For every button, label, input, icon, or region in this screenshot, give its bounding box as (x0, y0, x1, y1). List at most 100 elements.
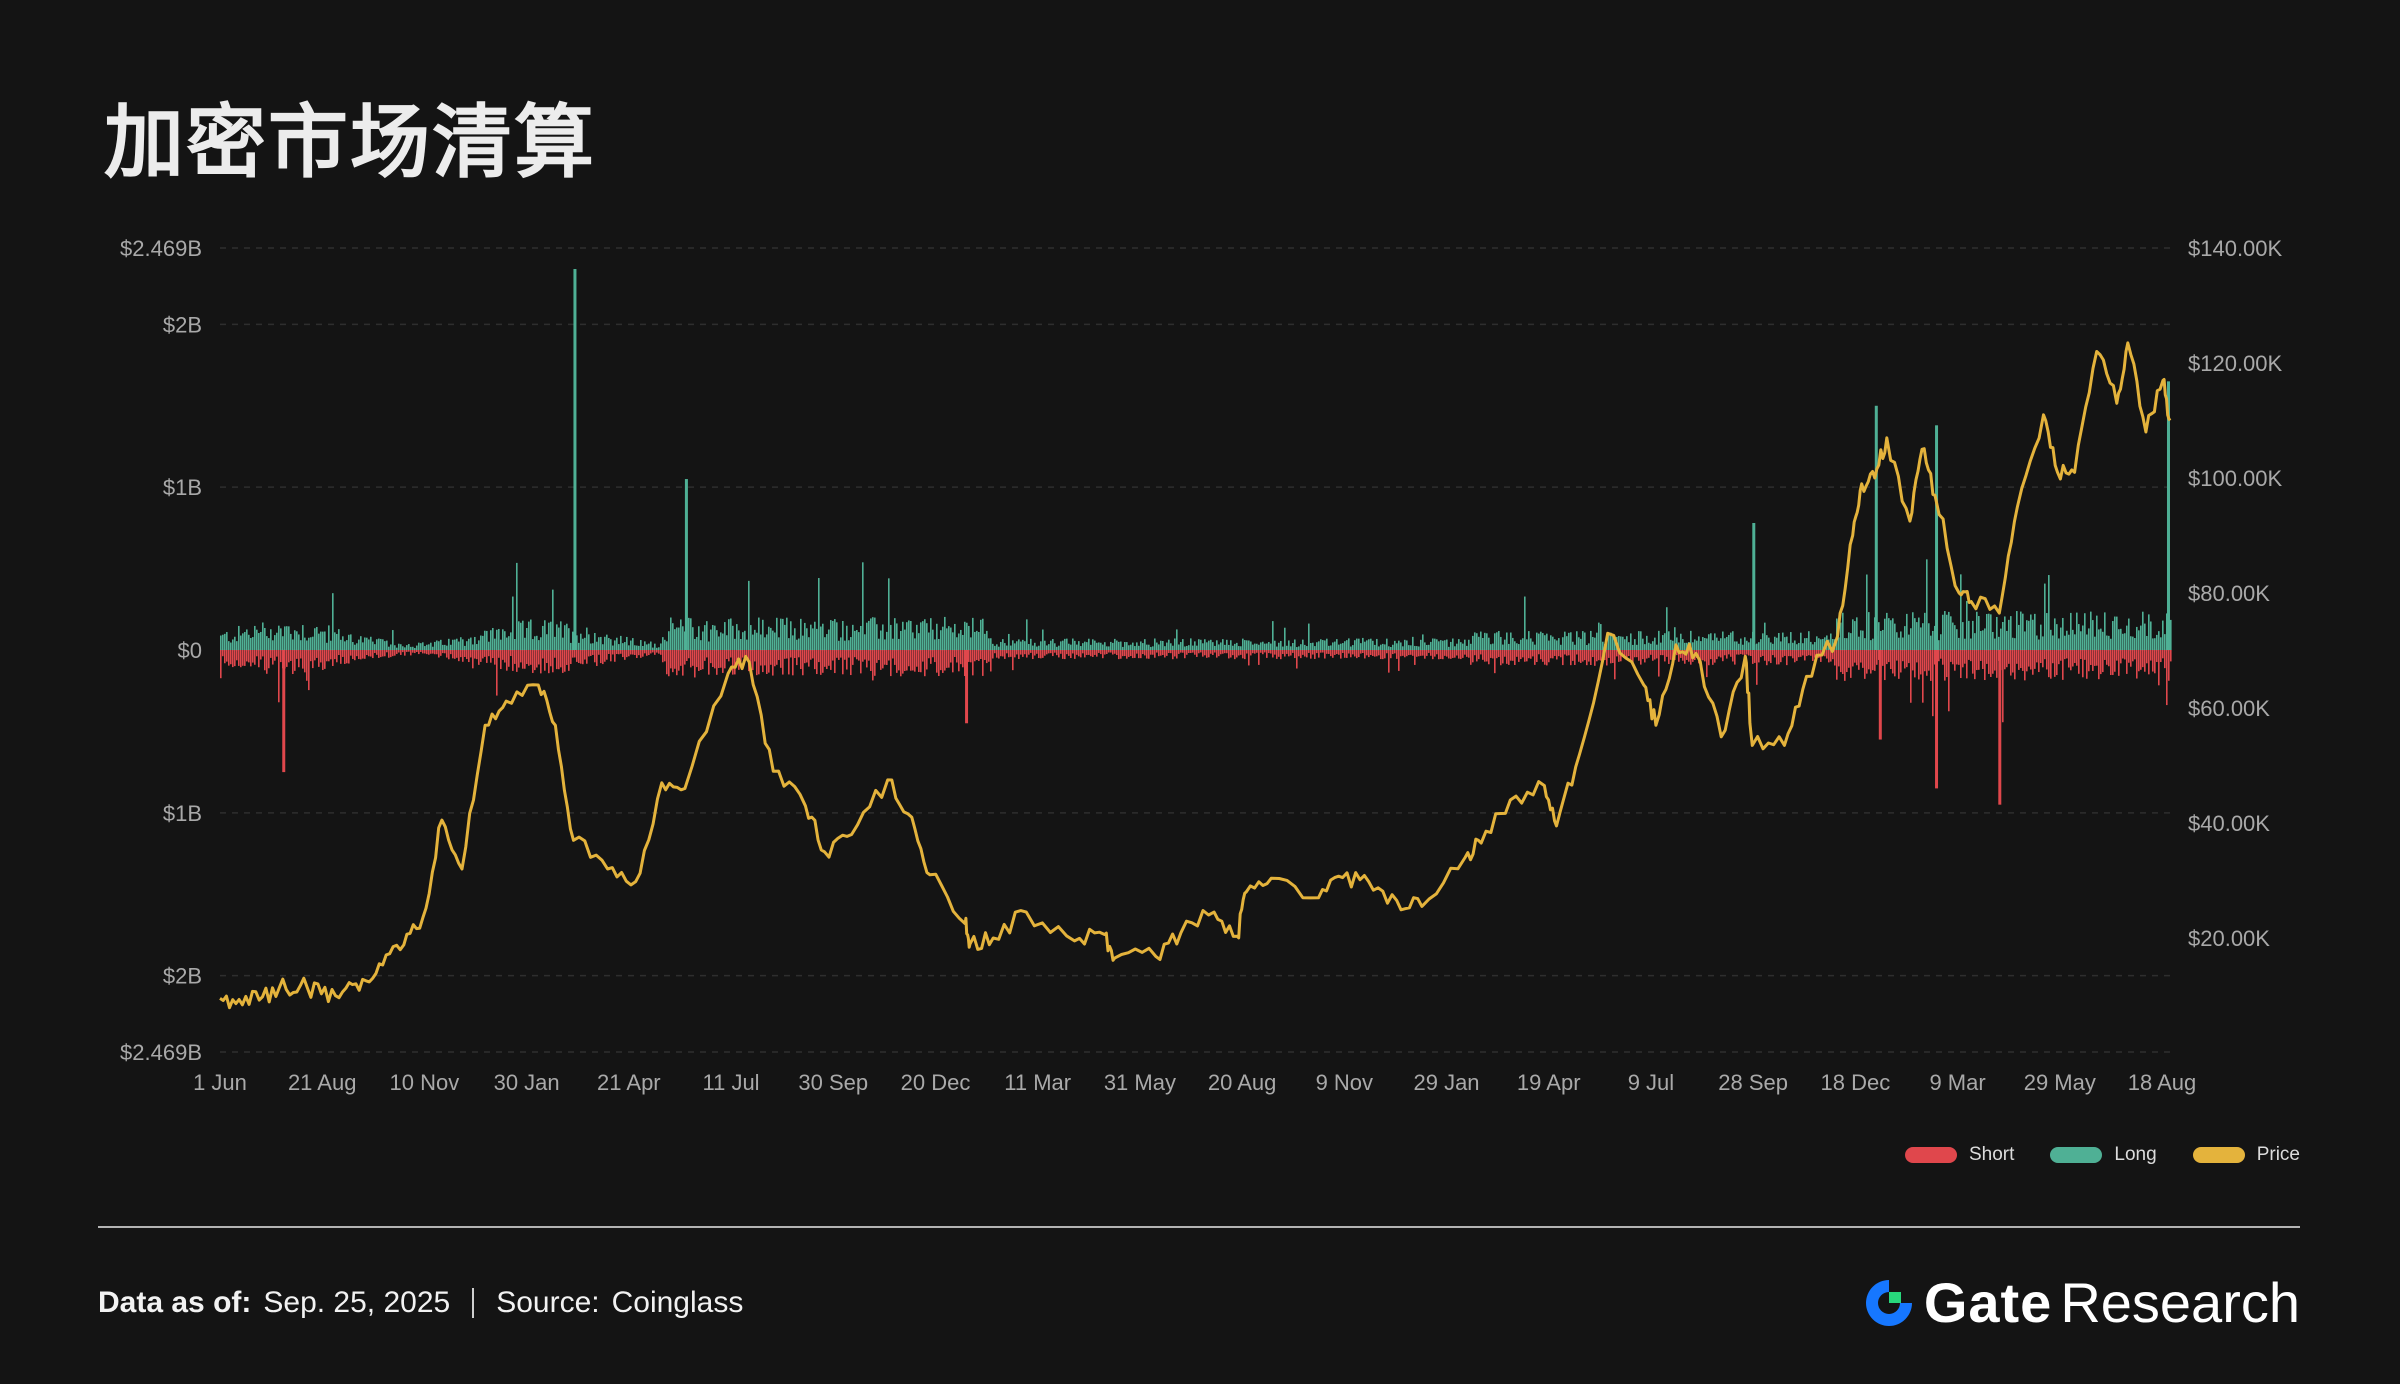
long-bar (1818, 638, 1820, 650)
short-bar (852, 650, 854, 665)
short-bar (1266, 650, 1268, 658)
long-bar (800, 618, 802, 650)
long-bar (1774, 636, 1776, 650)
short-bar (432, 650, 434, 654)
short-bar (1020, 650, 1022, 655)
long-bar (1924, 612, 1926, 650)
long-bar (1452, 638, 1454, 650)
long-bar (542, 625, 544, 650)
short-bar (1708, 650, 1710, 666)
long-bar (464, 645, 466, 650)
short-bar (1424, 650, 1426, 659)
long-bar (646, 644, 648, 650)
short-bar (1812, 650, 1814, 661)
short-bar (2092, 650, 2094, 671)
long-bar (1112, 642, 1114, 650)
short-bar (906, 650, 908, 671)
short-bar (1326, 650, 1328, 654)
short-bar (1428, 650, 1430, 653)
long-bar (1696, 640, 1698, 650)
short-bar (1728, 650, 1730, 655)
long-bar (832, 620, 834, 650)
long-bar (1850, 633, 1852, 650)
long-bar (1020, 641, 1022, 650)
long-bar (816, 628, 818, 650)
long-bar (1336, 639, 1338, 650)
short-bar (1626, 650, 1628, 659)
short-bar (1496, 650, 1498, 659)
long-bar (734, 638, 736, 650)
long-bar (1848, 632, 1850, 650)
long-bar (256, 629, 258, 650)
short-bar (1704, 650, 1706, 662)
long-bar (1712, 640, 1714, 650)
short-bar (1058, 650, 1060, 658)
long-bar (1352, 645, 1354, 650)
short-bar (698, 650, 700, 671)
short-bar (1952, 650, 1954, 665)
long-bar (1578, 637, 1580, 650)
short-bar (1810, 650, 1812, 656)
long-bar (1186, 645, 1188, 650)
long-bar (730, 618, 732, 650)
short-bar (1454, 650, 1456, 658)
long-bar (2020, 611, 2022, 650)
long-bar (1108, 646, 1110, 650)
short-bar (2080, 650, 2082, 660)
short-bar (978, 650, 980, 661)
short-bar (1008, 650, 1010, 658)
short-bar (678, 650, 680, 671)
short-bar (1552, 650, 1554, 659)
short-bar (1762, 650, 1764, 656)
short-bar (1680, 650, 1682, 658)
short-bar (502, 650, 504, 660)
long-bar (1922, 623, 1924, 650)
short-bar (924, 650, 926, 677)
short-bar (1032, 650, 1034, 660)
long-bar (852, 624, 854, 650)
long-bar (1990, 614, 1992, 650)
short-bar (1100, 650, 1102, 655)
short-bar (510, 650, 512, 657)
long-bar (1780, 641, 1782, 650)
short-bar (830, 650, 832, 670)
short-bar (1406, 650, 1408, 657)
long-bar (1844, 638, 1846, 650)
short-bar (1310, 650, 1312, 659)
long-bar (1104, 642, 1106, 650)
long-bar (1282, 646, 1284, 650)
short-bar (252, 650, 254, 663)
long-bar (1764, 622, 1766, 650)
short-bar (992, 650, 994, 659)
long-bar (2010, 616, 2012, 650)
long-bar (998, 646, 1000, 650)
short-bar (384, 650, 386, 657)
long-bar (1878, 622, 1880, 650)
long-bar (2104, 612, 2106, 650)
short-bar (554, 650, 556, 658)
long-bar (228, 641, 230, 650)
long-bar (1276, 646, 1278, 650)
long-bar (1304, 644, 1306, 650)
long-bar (596, 641, 598, 650)
long-bar (392, 630, 394, 650)
short-bar (2158, 650, 2160, 686)
long-bar (1254, 643, 1256, 650)
long-bar (2088, 628, 2090, 650)
short-bar (1974, 650, 1976, 680)
long-bar (754, 629, 756, 650)
long-bar (528, 621, 530, 650)
long-bar (1672, 640, 1674, 650)
long-bar (854, 630, 856, 650)
long-bar (1986, 613, 1988, 650)
short-bar (240, 650, 242, 668)
long-bar (882, 624, 884, 650)
long-bar (1852, 619, 1854, 650)
short-bar (354, 650, 356, 661)
long-bar (2068, 634, 2070, 650)
long-bar (1274, 640, 1276, 650)
long-bar (1698, 636, 1700, 650)
long-bar (1888, 618, 1890, 650)
long-bar (496, 629, 498, 650)
long-bar (1756, 643, 1758, 650)
